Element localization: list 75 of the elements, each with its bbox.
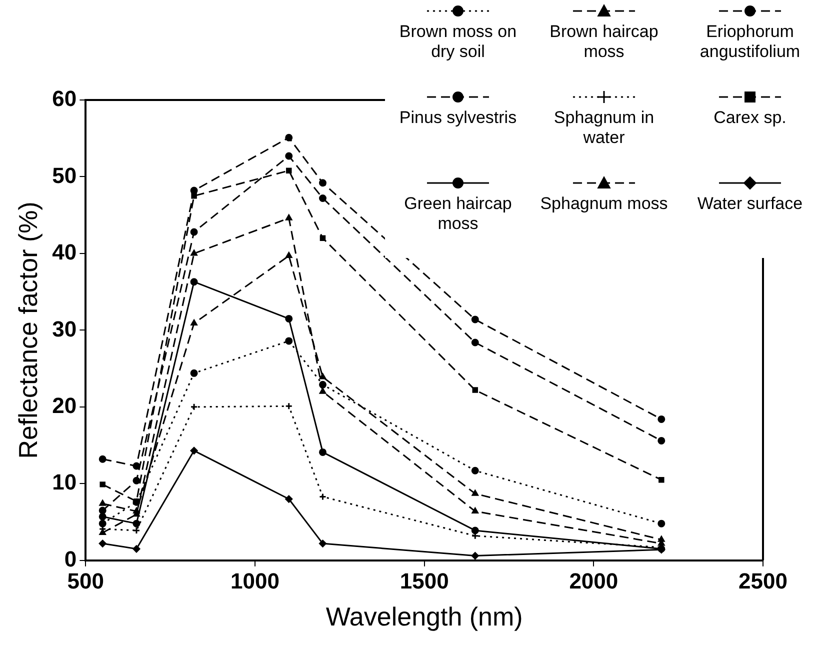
point bbox=[286, 168, 292, 174]
point bbox=[286, 252, 292, 258]
point bbox=[285, 495, 293, 503]
point bbox=[190, 250, 198, 256]
point bbox=[658, 476, 664, 483]
point bbox=[658, 436, 666, 444]
legend-label: Sphagnum in water bbox=[552, 108, 656, 148]
point bbox=[471, 338, 479, 346]
y-tick-label: 0 bbox=[64, 546, 77, 572]
point bbox=[132, 476, 140, 484]
x-tick-label: 500 bbox=[67, 568, 104, 594]
point bbox=[471, 466, 479, 474]
point bbox=[319, 388, 326, 394]
point bbox=[471, 526, 479, 534]
point bbox=[190, 369, 198, 377]
y-tick-label: 10 bbox=[52, 470, 77, 495]
x-tick-label: 1000 bbox=[230, 568, 280, 594]
legend-label: Eriophorum angustifolium bbox=[698, 22, 802, 62]
legend-label: Carex sp. bbox=[714, 108, 786, 128]
y-tick-label: 60 bbox=[52, 86, 77, 112]
point bbox=[318, 492, 326, 500]
point bbox=[318, 380, 326, 388]
point bbox=[319, 373, 326, 380]
y-tick-label: 20 bbox=[52, 392, 77, 418]
point bbox=[658, 536, 665, 542]
point bbox=[472, 508, 478, 514]
y-tick-label: 40 bbox=[52, 240, 77, 265]
point bbox=[658, 520, 666, 528]
point bbox=[285, 314, 293, 322]
y-axis-title: Reflectance factor (%) bbox=[12, 202, 43, 459]
point bbox=[132, 520, 140, 528]
point bbox=[472, 490, 478, 496]
y-tick-label: 50 bbox=[52, 162, 77, 188]
point bbox=[320, 235, 326, 241]
point bbox=[99, 500, 106, 506]
point bbox=[98, 506, 106, 514]
point bbox=[190, 278, 198, 286]
point bbox=[132, 462, 140, 470]
point bbox=[98, 520, 106, 528]
point bbox=[190, 403, 198, 411]
point bbox=[100, 482, 106, 488]
point bbox=[285, 134, 293, 142]
point bbox=[133, 508, 140, 514]
x-tick-label: 2500 bbox=[738, 568, 788, 594]
point bbox=[190, 320, 198, 326]
point bbox=[190, 446, 198, 454]
point bbox=[98, 512, 106, 520]
point bbox=[190, 228, 198, 236]
y-tick-label: 30 bbox=[52, 316, 77, 342]
point bbox=[132, 545, 140, 553]
legend-label: Brown haircap moss bbox=[548, 22, 660, 62]
point bbox=[318, 179, 326, 187]
point bbox=[98, 540, 106, 548]
point bbox=[286, 214, 292, 220]
legend-label: Water surface bbox=[697, 194, 803, 214]
legend-label: Pinus sylvestris bbox=[399, 108, 517, 128]
x-axis-title: Wavelength (nm) bbox=[326, 602, 523, 632]
legend-label: Sphagnum moss bbox=[540, 194, 668, 214]
point bbox=[190, 186, 198, 194]
point bbox=[132, 526, 140, 534]
point bbox=[98, 455, 106, 463]
point bbox=[471, 552, 479, 560]
point bbox=[318, 194, 326, 202]
legend-label: Green haircap moss bbox=[403, 194, 513, 234]
point bbox=[285, 337, 293, 345]
point bbox=[285, 402, 293, 410]
x-tick-label: 2000 bbox=[569, 568, 618, 594]
legend-label: Brown moss on dry soil bbox=[398, 22, 518, 62]
point bbox=[658, 415, 666, 423]
point bbox=[472, 387, 478, 393]
point bbox=[318, 540, 326, 548]
point bbox=[471, 316, 479, 324]
point bbox=[285, 152, 293, 160]
x-tick-label: 1500 bbox=[400, 568, 449, 594]
point bbox=[318, 448, 326, 456]
